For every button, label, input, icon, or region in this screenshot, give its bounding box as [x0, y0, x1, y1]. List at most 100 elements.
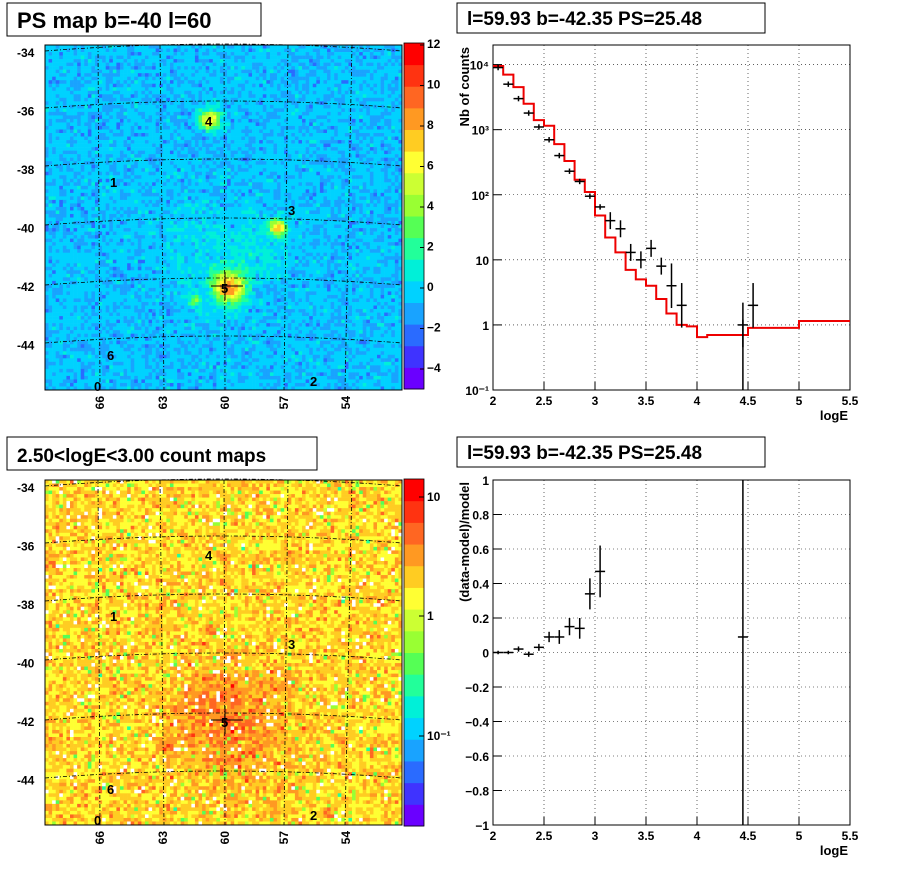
heatmap-cell	[205, 87, 210, 92]
heatmap-cell	[87, 147, 92, 151]
heatmap-cell	[187, 69, 192, 74]
heatmap-cell	[194, 125, 199, 130]
heatmap-cell	[341, 97, 346, 102]
heatmap-cell	[237, 150, 242, 155]
heatmap-cell	[116, 150, 121, 155]
heatmap-cell	[152, 143, 156, 148]
heatmap-cell	[84, 108, 89, 113]
heatmap-cell	[152, 213, 156, 218]
heatmap-cell	[394, 161, 399, 165]
heatmap-cell	[155, 140, 160, 144]
heatmap-cell	[302, 147, 306, 151]
heatmap-cell	[323, 210, 328, 215]
heatmap-cell	[173, 143, 178, 148]
heatmap-cell	[391, 122, 396, 127]
heatmap-cell	[45, 196, 49, 201]
heatmap-cell	[187, 140, 192, 144]
heatmap-cell	[309, 147, 314, 151]
heatmap-cell	[177, 210, 181, 215]
heatmap-cell	[234, 129, 239, 134]
heatmap-cell	[244, 192, 249, 197]
heatmap-cell	[102, 122, 106, 127]
heatmap-cell	[123, 192, 128, 197]
heatmap-cell	[173, 182, 178, 187]
heatmap-cell	[394, 59, 399, 63]
heatmap-cell	[102, 118, 106, 123]
heatmap-cell	[230, 213, 235, 218]
heatmap-cell	[327, 115, 331, 120]
heatmap-cell	[327, 147, 331, 151]
heatmap-cell	[80, 192, 85, 197]
heatmap-cell	[394, 206, 399, 211]
heatmap-cell	[202, 213, 206, 218]
heatmap-cell	[112, 196, 117, 201]
heatmap-cell	[48, 80, 53, 85]
heatmap-cell	[291, 203, 296, 208]
heatmap-cell	[230, 59, 235, 63]
heatmap-cell	[105, 111, 110, 116]
heatmap-cell	[377, 115, 381, 120]
heatmap-cell	[141, 168, 146, 173]
heatmap-cell	[102, 203, 106, 208]
heatmap-cell	[112, 62, 117, 67]
heatmap-cell	[148, 168, 153, 173]
heatmap-cell	[77, 104, 81, 109]
heatmap-cell	[159, 108, 164, 113]
heatmap-cell	[119, 66, 124, 70]
heatmap-cell	[380, 136, 385, 141]
heatmap-cell	[91, 157, 96, 162]
heatmap-cell	[312, 136, 317, 141]
heatmap-cell	[380, 189, 385, 194]
heatmap-cell	[273, 192, 278, 197]
heatmap-cell	[112, 203, 117, 208]
heatmap-cell	[277, 196, 281, 201]
heatmap-cell	[312, 192, 317, 197]
heatmap-cell	[380, 182, 385, 187]
heatmap-cell	[294, 192, 299, 197]
heatmap-cell	[148, 59, 153, 63]
heatmap-cell	[194, 52, 199, 56]
heatmap-cell	[94, 90, 99, 95]
heatmap-cell	[48, 94, 53, 99]
heatmap-cell	[105, 94, 110, 99]
heatmap-cell	[137, 97, 142, 102]
heatmap-cell	[105, 80, 110, 85]
heatmap-cell	[219, 161, 224, 165]
heatmap-cell	[244, 62, 249, 67]
heatmap-cell	[384, 55, 389, 60]
heatmap-cell	[398, 122, 403, 127]
heatmap-cell	[262, 125, 267, 130]
heatmap-cell	[284, 125, 289, 130]
heatmap-cell	[391, 178, 396, 183]
heatmap-cell	[169, 125, 174, 130]
heatmap-cell	[280, 87, 285, 92]
heatmap-cell	[91, 62, 96, 67]
heatmap-cell	[155, 203, 160, 208]
heatmap-cell	[277, 97, 281, 102]
heatmap-cell	[62, 97, 67, 102]
heatmap-cell	[334, 175, 339, 180]
heatmap-cell	[62, 111, 67, 116]
heatmap-cell	[94, 59, 99, 63]
heatmap-cell	[202, 125, 206, 130]
heatmap-cell	[109, 101, 114, 106]
heatmap-cell	[45, 66, 49, 70]
heatmap-cell	[302, 45, 306, 49]
heatmap-cell	[384, 164, 389, 169]
heatmap-cell	[294, 104, 299, 109]
heatmap-cell	[230, 52, 235, 56]
heatmap-cell	[112, 122, 117, 127]
heatmap-cell	[112, 108, 117, 113]
heatmap-cell	[205, 59, 210, 63]
heatmap-cell	[55, 108, 60, 113]
heatmap-cell	[98, 90, 103, 95]
heatmap-cell	[319, 73, 324, 77]
heatmap-cell	[384, 97, 389, 102]
heatmap-cell	[62, 122, 67, 127]
heatmap-cell	[244, 199, 249, 204]
heatmap-cell	[152, 196, 156, 201]
heatmap-cell	[369, 185, 374, 190]
heatmap-cell	[230, 168, 235, 173]
heatmap-cell	[369, 189, 374, 194]
heatmap-cell	[287, 217, 292, 222]
